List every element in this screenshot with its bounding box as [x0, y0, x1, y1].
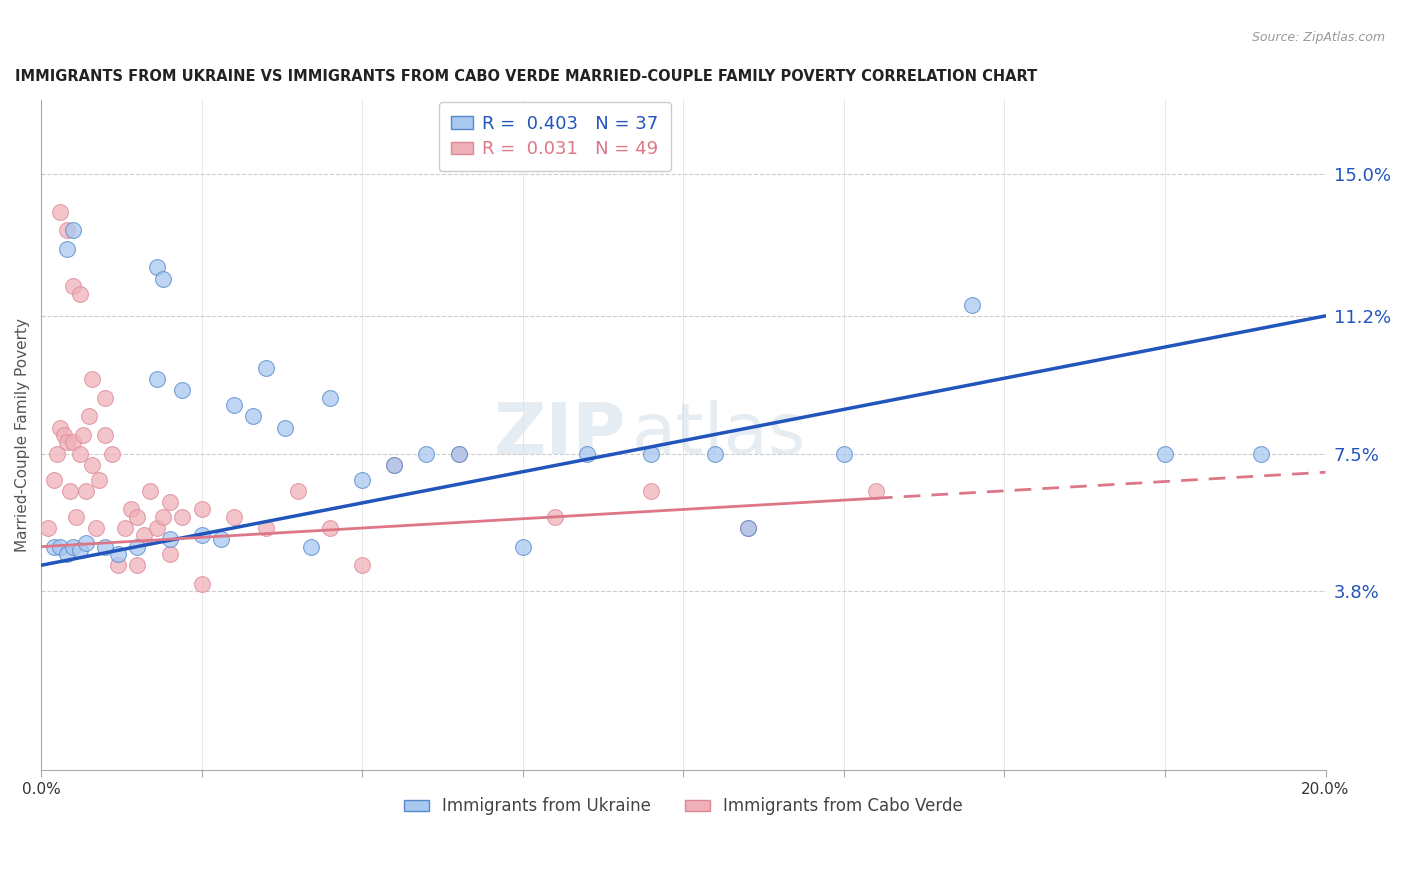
Point — [114, 521, 136, 535]
Point — [84, 521, 107, 535]
Point — [242, 409, 264, 424]
Point — [319, 391, 342, 405]
Point — [65, 509, 87, 524]
Point — [145, 260, 167, 275]
Point — [132, 528, 155, 542]
Point — [152, 271, 174, 285]
Point — [94, 391, 117, 405]
Text: IMMIGRANTS FROM UKRAINE VS IMMIGRANTS FROM CABO VERDE MARRIED-COUPLE FAMILY POVE: IMMIGRANTS FROM UKRAINE VS IMMIGRANTS FR… — [15, 69, 1038, 84]
Point — [127, 558, 149, 573]
Point — [209, 532, 232, 546]
Point — [107, 547, 129, 561]
Legend: Immigrants from Ukraine, Immigrants from Cabo Verde: Immigrants from Ukraine, Immigrants from… — [398, 790, 969, 822]
Point — [107, 558, 129, 573]
Point — [94, 540, 117, 554]
Point — [94, 428, 117, 442]
Point — [254, 521, 277, 535]
Point — [69, 543, 91, 558]
Point — [82, 458, 104, 472]
Point — [75, 536, 97, 550]
Point — [62, 279, 84, 293]
Point — [159, 495, 181, 509]
Point — [145, 521, 167, 535]
Point — [69, 447, 91, 461]
Point — [832, 447, 855, 461]
Point — [447, 447, 470, 461]
Point — [42, 540, 65, 554]
Point — [42, 473, 65, 487]
Point — [62, 435, 84, 450]
Text: Source: ZipAtlas.com: Source: ZipAtlas.com — [1251, 31, 1385, 45]
Point — [575, 447, 598, 461]
Point — [352, 473, 374, 487]
Text: atlas: atlas — [631, 401, 806, 469]
Point — [640, 483, 662, 498]
Point — [127, 509, 149, 524]
Point — [62, 223, 84, 237]
Point — [415, 447, 437, 461]
Point — [544, 509, 567, 524]
Text: ZIP: ZIP — [494, 401, 626, 469]
Point — [120, 502, 142, 516]
Point — [82, 372, 104, 386]
Point — [69, 286, 91, 301]
Point — [49, 420, 72, 434]
Point — [172, 509, 194, 524]
Point — [352, 558, 374, 573]
Point — [49, 540, 72, 554]
Point — [145, 372, 167, 386]
Point — [299, 540, 322, 554]
Y-axis label: Married-Couple Family Poverty: Married-Couple Family Poverty — [15, 318, 30, 552]
Point — [56, 435, 79, 450]
Point — [190, 577, 212, 591]
Point — [704, 447, 727, 461]
Point — [77, 409, 100, 424]
Point — [159, 532, 181, 546]
Point — [640, 447, 662, 461]
Point — [72, 428, 94, 442]
Point — [56, 242, 79, 256]
Point — [190, 528, 212, 542]
Point — [159, 547, 181, 561]
Point — [75, 483, 97, 498]
Point — [382, 458, 405, 472]
Point — [46, 447, 69, 461]
Point — [447, 447, 470, 461]
Point — [59, 483, 82, 498]
Point — [737, 521, 759, 535]
Point — [139, 483, 162, 498]
Point — [287, 483, 309, 498]
Point — [87, 473, 110, 487]
Point — [865, 483, 887, 498]
Point — [1250, 447, 1272, 461]
Point — [62, 540, 84, 554]
Point — [737, 521, 759, 535]
Point — [254, 361, 277, 376]
Point — [319, 521, 342, 535]
Point — [222, 509, 245, 524]
Point — [1154, 447, 1177, 461]
Point — [962, 298, 984, 312]
Point — [190, 502, 212, 516]
Point — [49, 204, 72, 219]
Point — [127, 540, 149, 554]
Point — [382, 458, 405, 472]
Point — [512, 540, 534, 554]
Point — [56, 223, 79, 237]
Point — [52, 428, 75, 442]
Point — [274, 420, 297, 434]
Point — [100, 447, 122, 461]
Point — [222, 398, 245, 412]
Point — [152, 509, 174, 524]
Point — [37, 521, 59, 535]
Point — [56, 547, 79, 561]
Point — [172, 384, 194, 398]
